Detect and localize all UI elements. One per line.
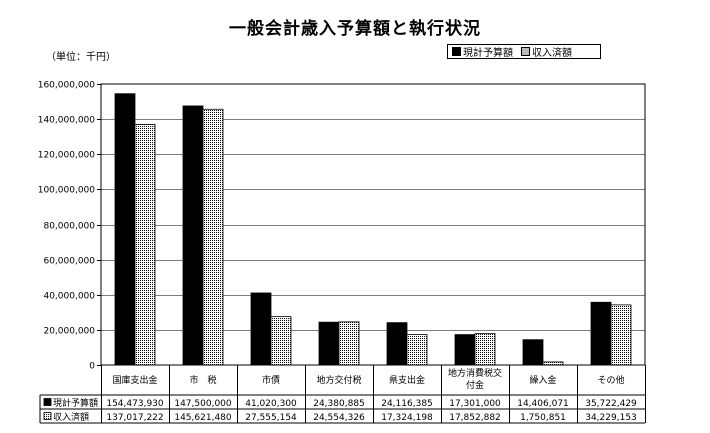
table-cell: 41,020,300	[245, 399, 297, 409]
x-category-label: 付金	[466, 379, 484, 391]
table-cell: 27,555,154	[245, 413, 297, 423]
bar-budget	[114, 93, 136, 366]
table-cell: 24,380,885	[313, 399, 365, 409]
table-cell: 35,722,429	[585, 399, 637, 409]
y-tick-label: 0	[89, 362, 95, 372]
chart-title: 一般会計歳入予算額と執行状況	[229, 19, 481, 39]
bar-received	[406, 334, 428, 366]
row-swatch-received	[43, 412, 52, 420]
y-tick-label: 140,000,000	[38, 116, 96, 126]
bar-received	[270, 316, 292, 366]
bar-received	[134, 123, 156, 366]
table-cell: 145,621,480	[174, 413, 232, 423]
y-tick-label: 80,000,000	[43, 222, 95, 232]
legend-item-received: 収入済額	[521, 44, 572, 59]
unit-label: （単位：千円）	[46, 52, 116, 63]
row-header-received: 収入済額	[53, 411, 89, 423]
table-cell: 17,324,198	[381, 413, 433, 423]
bar-budget	[590, 301, 612, 366]
table-cell: 24,554,326	[313, 413, 365, 423]
y-tick-label: 100,000,000	[38, 186, 96, 196]
x-category-label: 県支出金	[389, 374, 425, 386]
y-tick-label: 120,000,000	[38, 151, 96, 161]
x-category-label: 地方交付税	[316, 374, 361, 386]
bar-budget	[454, 334, 476, 366]
bar-budget	[318, 321, 340, 366]
row-header-budget: 現計予算額	[53, 397, 98, 409]
x-category-label: 市 税	[189, 374, 216, 386]
legend-swatch-received	[521, 47, 530, 56]
table-cell: 17,301,000	[449, 399, 501, 409]
bar-received	[474, 333, 496, 366]
legend-swatch-budget	[452, 47, 461, 56]
table-cell: 14,406,071	[517, 399, 569, 409]
row-swatch-budget	[43, 398, 52, 406]
legend-label-budget: 現計予算額	[463, 48, 513, 59]
legend-label-received: 収入済額	[532, 48, 572, 59]
bar-received	[202, 108, 224, 366]
x-category-label: 地方消費税交	[448, 367, 502, 379]
table-cell: 154,473,930	[106, 399, 164, 409]
x-category-label: 国庫支出金	[112, 374, 157, 386]
table-cell: 147,500,000	[174, 399, 232, 409]
table-cell: 137,017,222	[106, 413, 163, 423]
table-cell: 34,229,153	[585, 413, 637, 423]
x-category-label: 繰入金	[529, 374, 556, 386]
bar-budget	[386, 322, 408, 366]
x-category-label: その他	[597, 374, 624, 386]
y-tick-label: 40,000,000	[43, 292, 95, 302]
legend: 現計予算額 収入済額	[447, 44, 601, 59]
x-category-label: 市債	[262, 374, 280, 386]
bar-budget	[522, 339, 544, 366]
y-tick-label: 60,000,000	[43, 257, 95, 267]
y-tick-label: 20,000,000	[43, 327, 95, 337]
table-cell: 17,852,882	[449, 413, 501, 423]
y-tick-label: 160,000,000	[38, 81, 96, 91]
bar-budget	[182, 105, 204, 366]
bar-received	[338, 321, 360, 366]
table-cell: 24,116,385	[381, 399, 433, 409]
legend-item-budget: 現計予算額	[452, 44, 513, 59]
bar-budget	[250, 292, 272, 366]
table-cell: 1,750,851	[520, 413, 566, 423]
bar-received	[610, 304, 632, 366]
